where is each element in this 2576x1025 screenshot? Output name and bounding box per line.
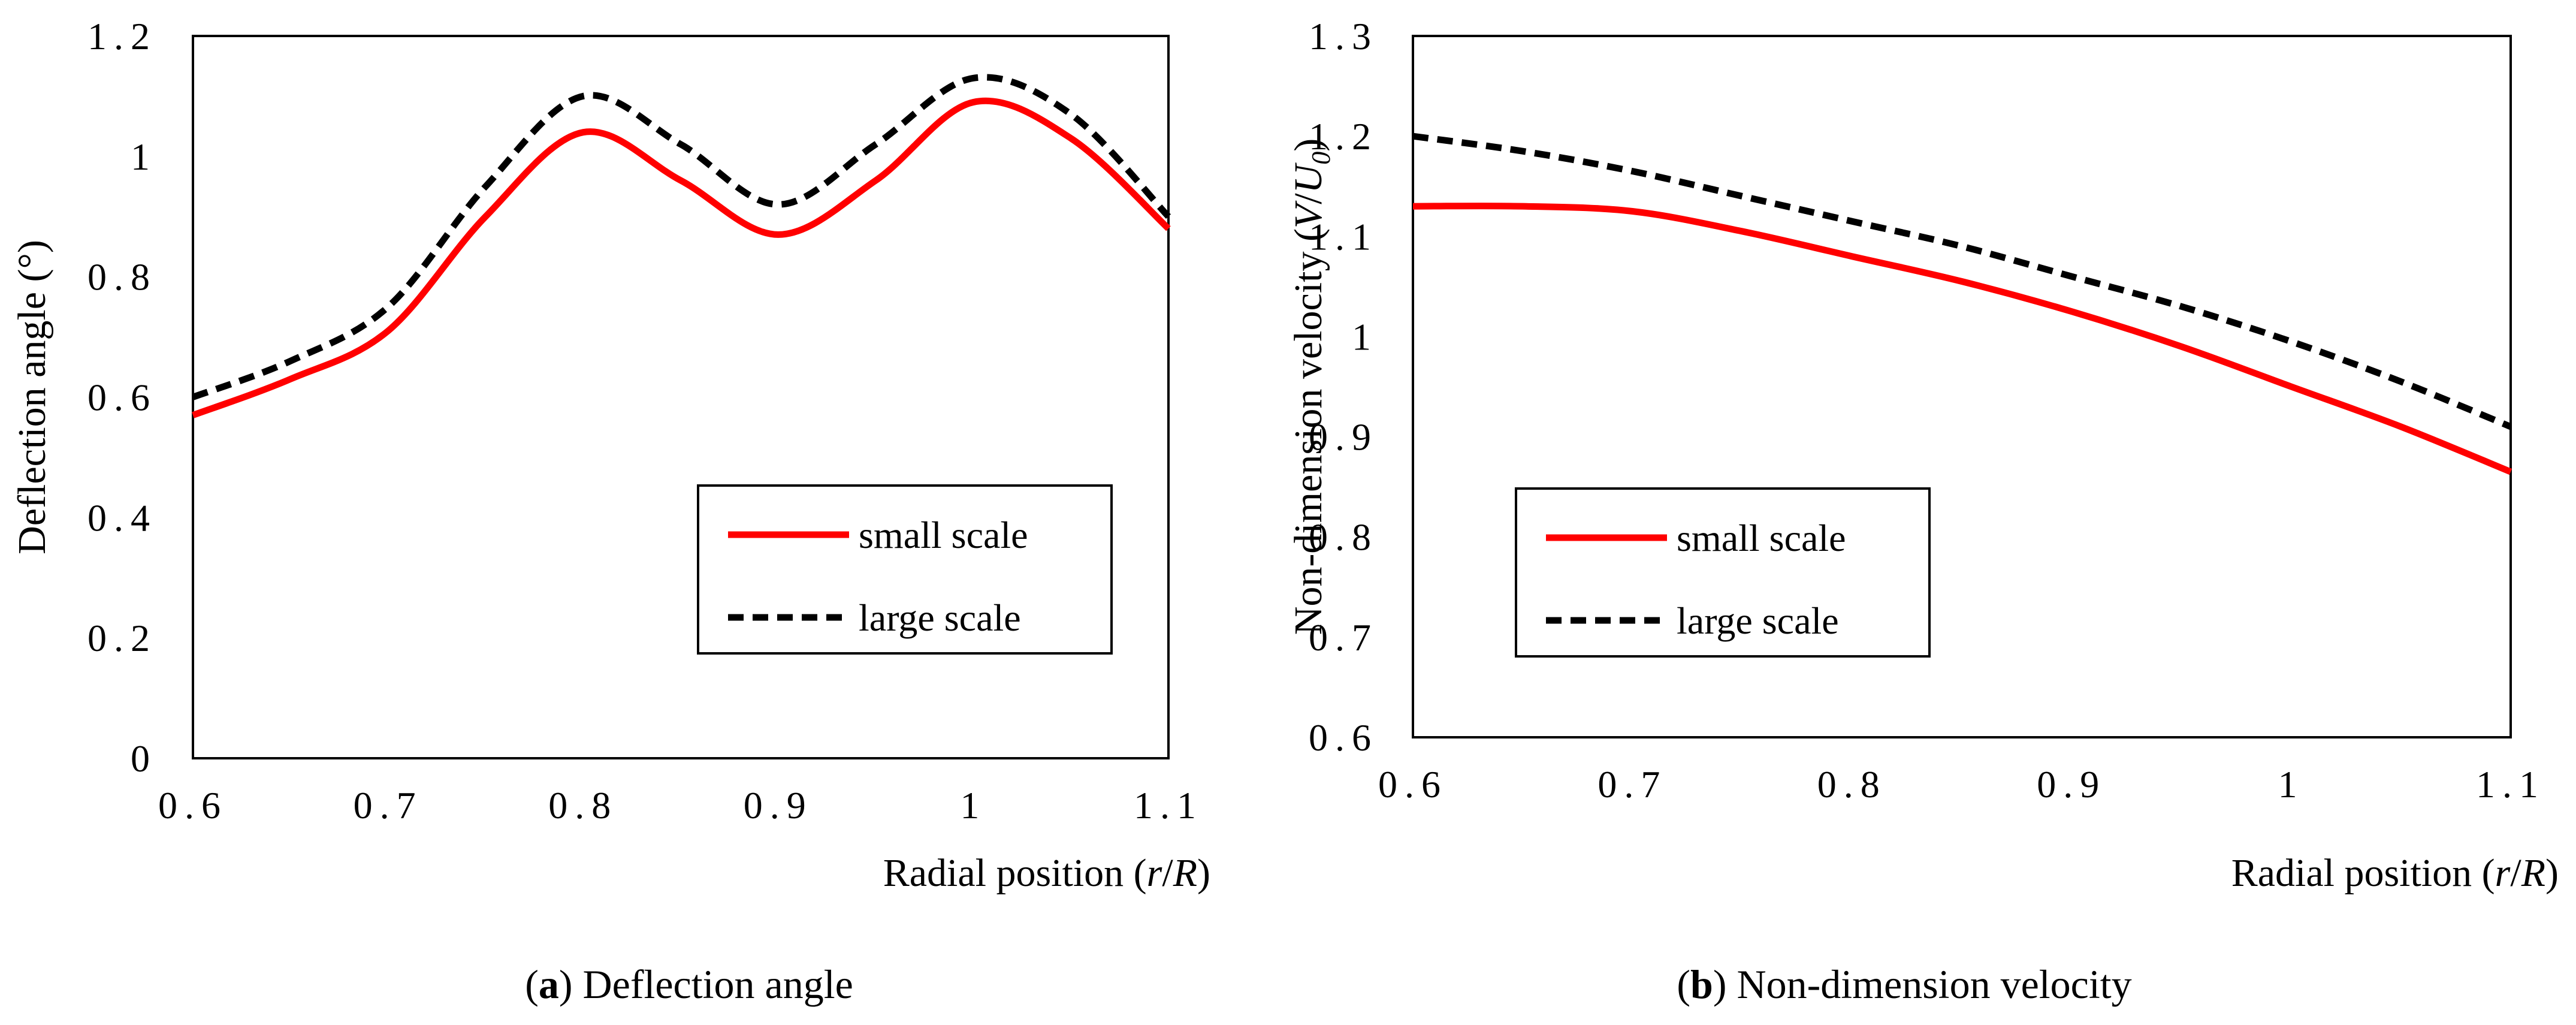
y-tick-label: 0.6 <box>87 376 157 419</box>
x-tick-label: 1.1 <box>2476 763 2545 806</box>
chart-panel-a: 0.6 0.7 0.8 0.9 1 1.1 0 0.2 0.4 0.6 0.8 1 1.2 Radial … <box>10 15 1210 1007</box>
legend-label: large scale <box>859 596 1021 639</box>
y-tick-label: 0.9 <box>1309 416 1378 459</box>
y-tick-label: 0.4 <box>87 496 157 539</box>
y-tick-label: 1 <box>1352 315 1378 358</box>
y-tick-label: 0.7 <box>1309 616 1378 659</box>
x-tick-label: 0.9 <box>2037 763 2106 806</box>
legend: small scale large scale <box>1515 487 1931 658</box>
x-tick-label: 0.7 <box>1597 763 1667 806</box>
y-axis-label: Non-dimension velocity (V/U0) <box>1287 138 1336 635</box>
y-tick-label: 1.1 <box>1309 215 1378 258</box>
legend-label: small scale <box>859 514 1028 556</box>
x-tick-label: 1 <box>2278 763 2305 806</box>
series-line-large-scale <box>1412 132 2512 430</box>
x-axis-label: Radial position (r/R) <box>883 851 1210 895</box>
x-tick-label: 0.6 <box>1378 763 1448 806</box>
x-axis-label: Radial position (r/R) <box>2231 851 2559 895</box>
y-tick-label: 1.3 <box>1309 15 1378 58</box>
legend-label: large scale <box>1677 599 1839 642</box>
y-axis-label: Deflection angle (°) <box>10 240 54 554</box>
legend-box <box>697 484 1113 655</box>
series-line-large-scale <box>192 74 1171 400</box>
chart-panel-b: 0.6 0.7 0.8 0.9 1 1.1 0.6 0.7 0.8 0.9 1 1.1 1.2 1.3 Ra… <box>1287 15 2559 1007</box>
panel-caption: (b) Non-dimension velocity <box>1677 961 2131 1007</box>
x-tick-label: 0.9 <box>744 784 813 827</box>
panel-caption: (a) Deflection angle <box>525 961 853 1007</box>
x-tick-label: 0.7 <box>354 784 423 827</box>
y-tick-label: 1 <box>131 135 157 178</box>
x-tick-label: 1.1 <box>1134 784 1203 827</box>
series-line-small-scale <box>1412 203 2512 475</box>
y-tick-label: 0.6 <box>1309 716 1378 759</box>
series-line-small-scale <box>192 97 1171 418</box>
legend-label: small scale <box>1677 517 1846 559</box>
x-tick-label: 0.8 <box>548 784 618 827</box>
y-tick-label: 0.8 <box>1309 516 1378 559</box>
y-tick-label: 1.2 <box>1309 115 1378 158</box>
y-tick-label: 1.2 <box>87 15 157 58</box>
y-tick-label: 0 <box>131 737 157 780</box>
x-tick-label: 0.6 <box>158 784 228 827</box>
plot-frame <box>1412 35 2512 738</box>
legend: small scale large scale <box>697 484 1113 655</box>
legend-box <box>1515 487 1931 658</box>
x-tick-label: 1 <box>960 784 986 827</box>
y-tick-label: 0.2 <box>87 617 157 659</box>
x-tick-label: 0.8 <box>1817 763 1887 806</box>
y-tick-label: 0.8 <box>87 256 157 299</box>
